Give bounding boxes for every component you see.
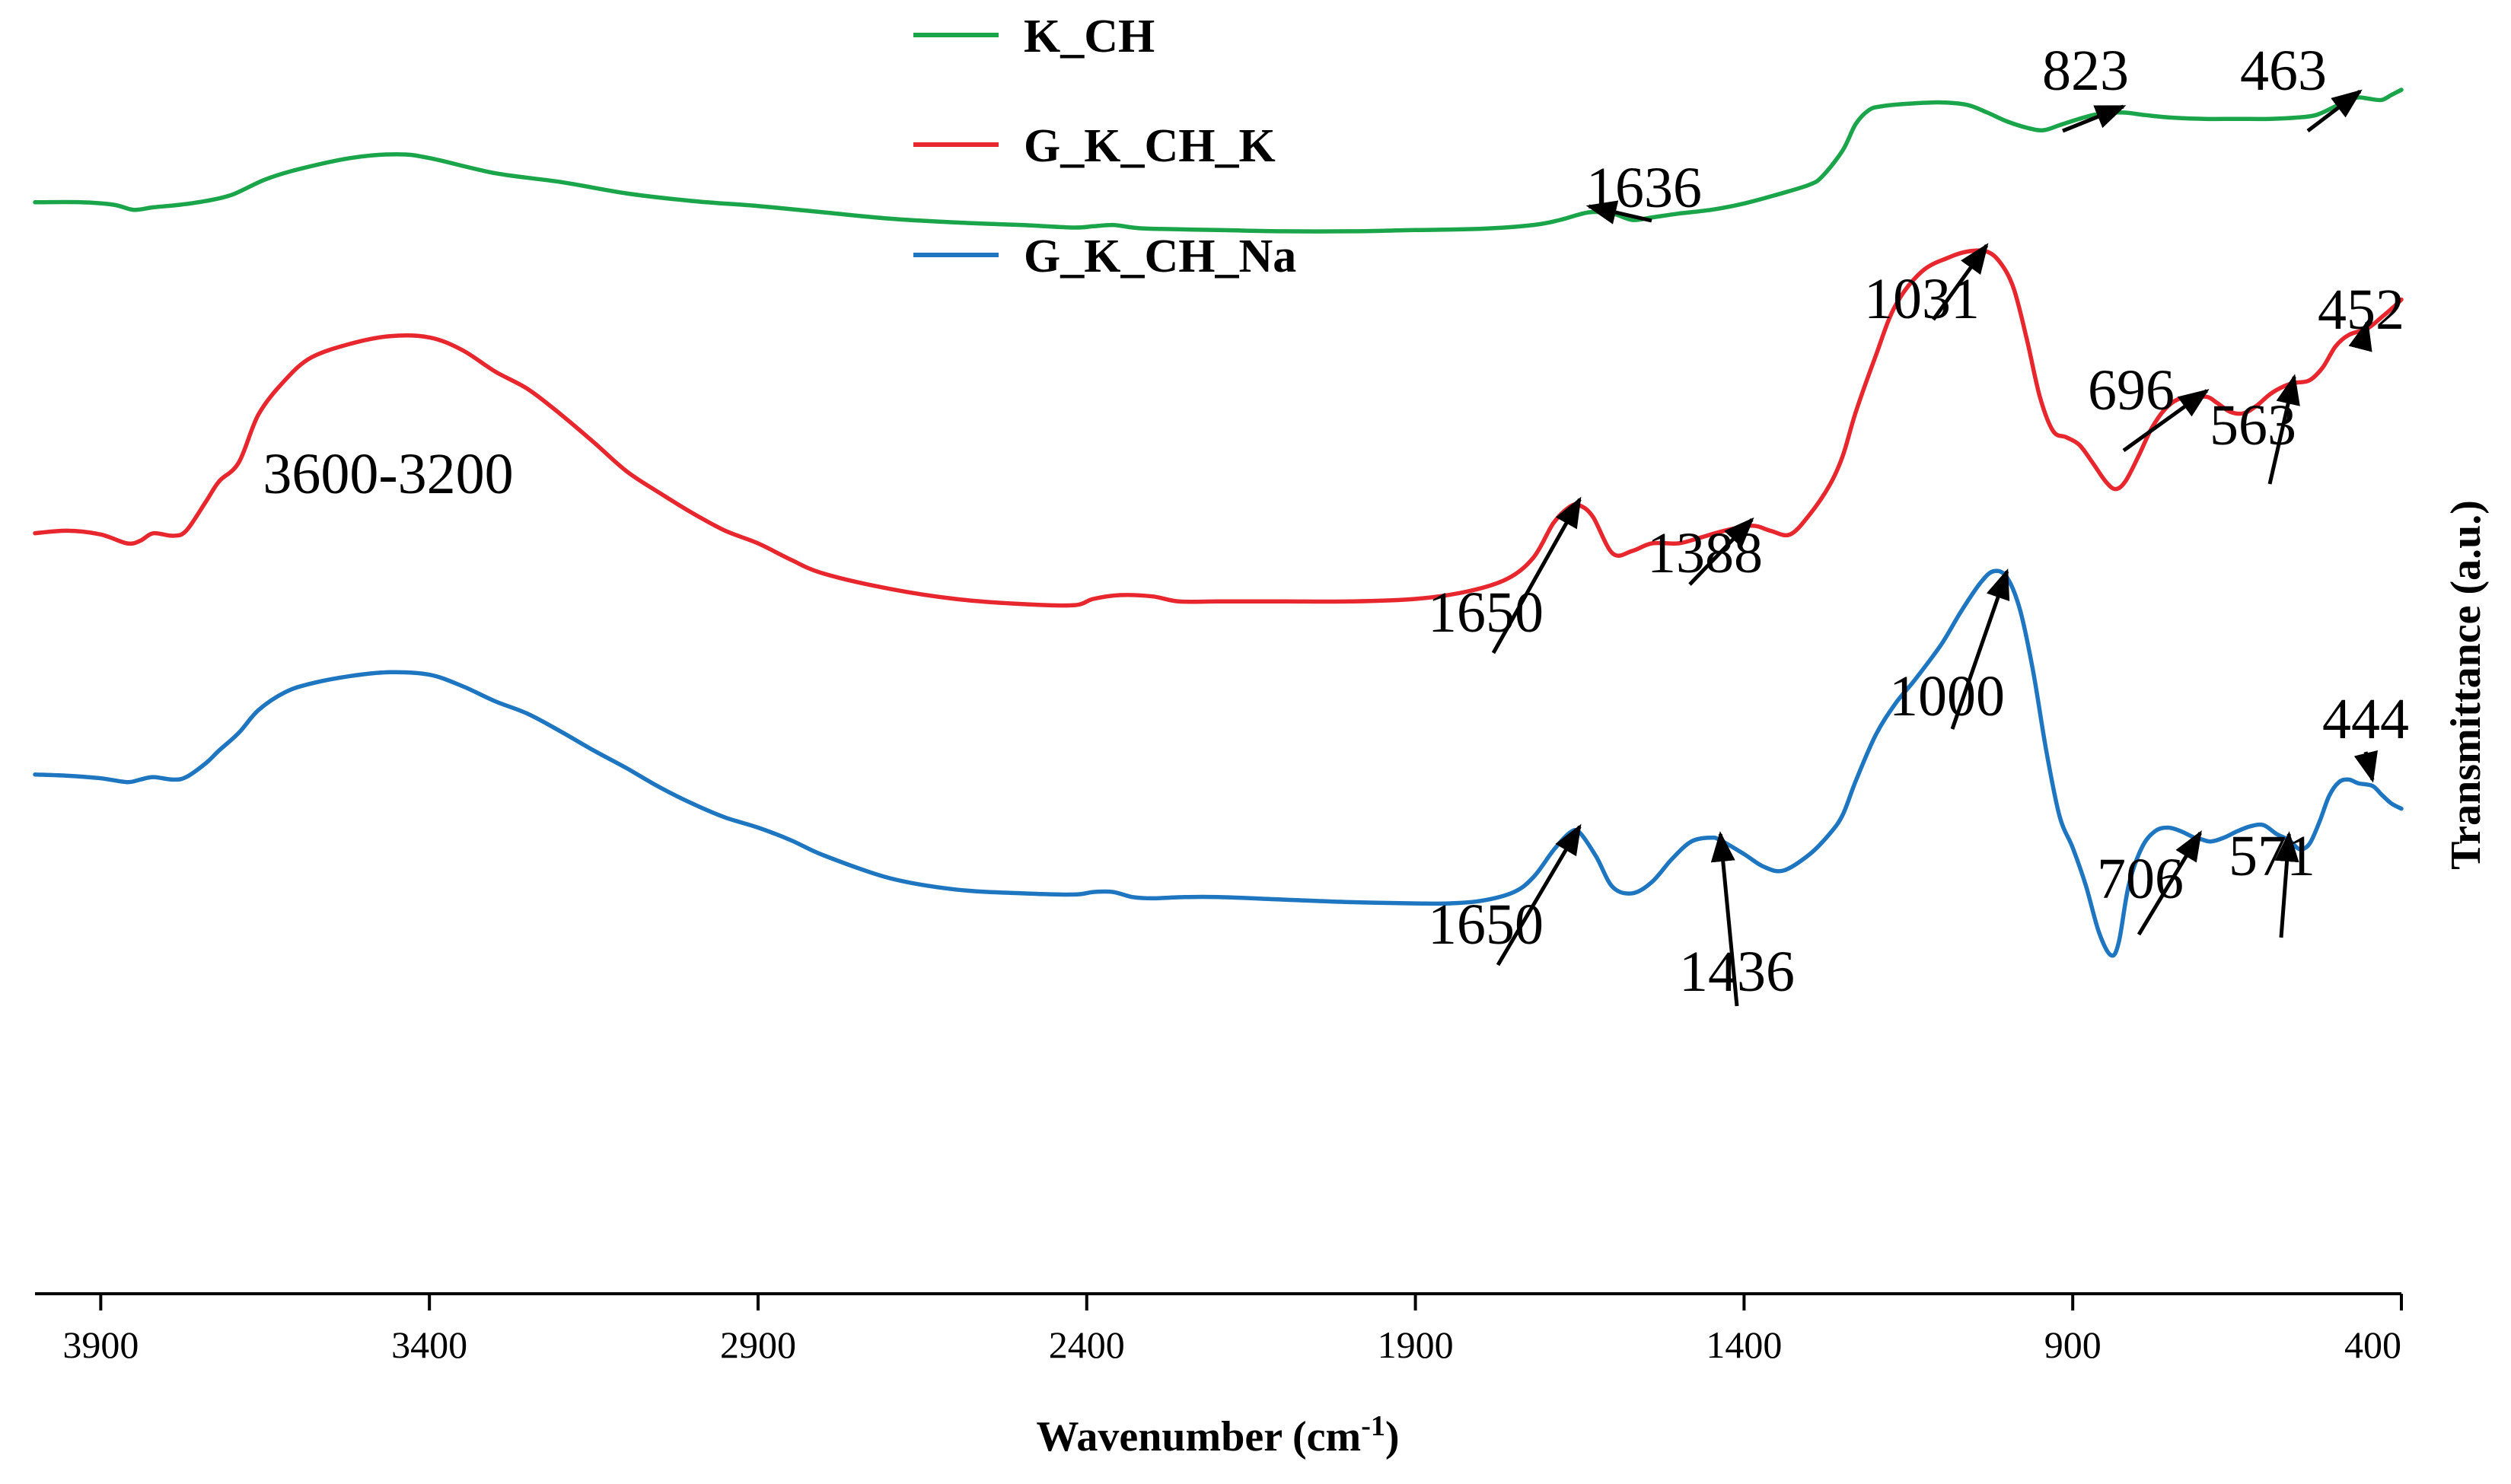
peak-k-ch-1636-label: 1636 (1586, 156, 1702, 220)
peak-g-k-ch-na-706-label: 706 (2097, 847, 2184, 911)
series-layer (33, 88, 2404, 958)
peak-k-ch-463-arrow (2306, 89, 2363, 132)
peak-k-ch-823-arrow (2062, 104, 2127, 133)
peak-g-k-ch-k-1388-label: 1388 (1647, 521, 1763, 585)
legend-item-k-ch: K_CH (913, 11, 1155, 62)
x-tick-label-2900: 2900 (720, 1323, 796, 1366)
x-tick-label-900: 900 (2044, 1323, 2102, 1366)
legend-label-g-k-ch-k: G_K_CH_K (1024, 120, 1276, 172)
legend-label-k-ch: K_CH (1024, 11, 1155, 62)
legend-item-g-k-ch-na: G_K_CH_Na (913, 231, 1296, 282)
peak-g-k-ch-k-3600-3200-label: 3600-3200 (263, 442, 513, 506)
peak-g-k-ch-k-1388-arrow (1688, 517, 1754, 586)
x-tick-label-1900: 1900 (1378, 1323, 1454, 1366)
x-axis-ticks: 3900 3400 2900 2400 1900 1400 900 400 (62, 1294, 2403, 1366)
peak-g-k-ch-k-1650-label: 1650 (1428, 581, 1544, 645)
series-line-g-k-ch-na (33, 568, 2404, 958)
peak-g-k-ch-k-1031-label: 1031 (1864, 267, 1980, 331)
peak-g-k-ch-k-452-arrow (2348, 319, 2372, 352)
peak-g-k-ch-na-1650-label: 1650 (1428, 893, 1544, 957)
peak-g-k-ch-na-1000-arrow (1950, 568, 2010, 730)
peak-annotations: 823 463 1636 1031 452 696 563 3600-3200 1650 1388… (263, 39, 2409, 1007)
x-tick-label-400: 400 (2344, 1323, 2401, 1366)
x-axis-title: Wavenumber (cm-1) (1036, 1410, 1399, 1460)
peak-g-k-ch-k-563-label: 563 (2210, 393, 2296, 457)
peak-g-k-ch-k-563-arrow (2267, 374, 2300, 485)
peak-g-k-ch-k-1650-arrow (1491, 496, 1582, 654)
peak-k-ch-1636-arrow (1585, 200, 1652, 225)
peak-g-k-ch-k-1031-arrow (1931, 243, 1989, 321)
legend: K_CH G_K_CH_K G_K_CH_Na (913, 11, 1296, 282)
peak-g-k-ch-na-1650-arrow (1496, 823, 1582, 967)
x-tick-label-1400: 1400 (1706, 1323, 1782, 1366)
y-axis-title: Transmittance (a.u.) (2442, 500, 2490, 870)
peak-g-k-ch-k-696-arrow (2122, 389, 2210, 453)
peak-g-k-ch-na-1436-arrow (1710, 831, 1739, 1007)
peak-g-k-ch-k-696-label: 696 (2088, 358, 2175, 422)
peak-g-k-ch-na-706-arrow (2137, 830, 2202, 936)
peak-g-k-ch-na-1000-label: 1000 (1889, 664, 2005, 728)
legend-label-g-k-ch-na: G_K_CH_Na (1024, 231, 1296, 282)
peak-g-k-ch-k-452-label: 452 (2318, 278, 2404, 342)
peak-g-k-ch-na-444-arrow (2353, 750, 2378, 783)
series-line-g-k-ch-k (33, 248, 2404, 608)
legend-item-g-k-ch-k: G_K_CH_K (913, 120, 1276, 172)
peak-k-ch-463-label: 463 (2240, 39, 2327, 103)
x-tick-label-2400: 2400 (1049, 1323, 1125, 1366)
peak-g-k-ch-na-571-label: 571 (2229, 824, 2315, 888)
peak-g-k-ch-na-1436-label: 1436 (1679, 940, 1795, 1004)
peak-g-k-ch-na-444-label: 444 (2322, 687, 2409, 751)
peak-k-ch-823-label: 823 (2042, 39, 2129, 103)
x-tick-label-3400: 3400 (391, 1323, 467, 1366)
x-tick-label-3900: 3900 (62, 1323, 139, 1366)
peak-g-k-ch-na-571-arrow (2274, 831, 2299, 938)
